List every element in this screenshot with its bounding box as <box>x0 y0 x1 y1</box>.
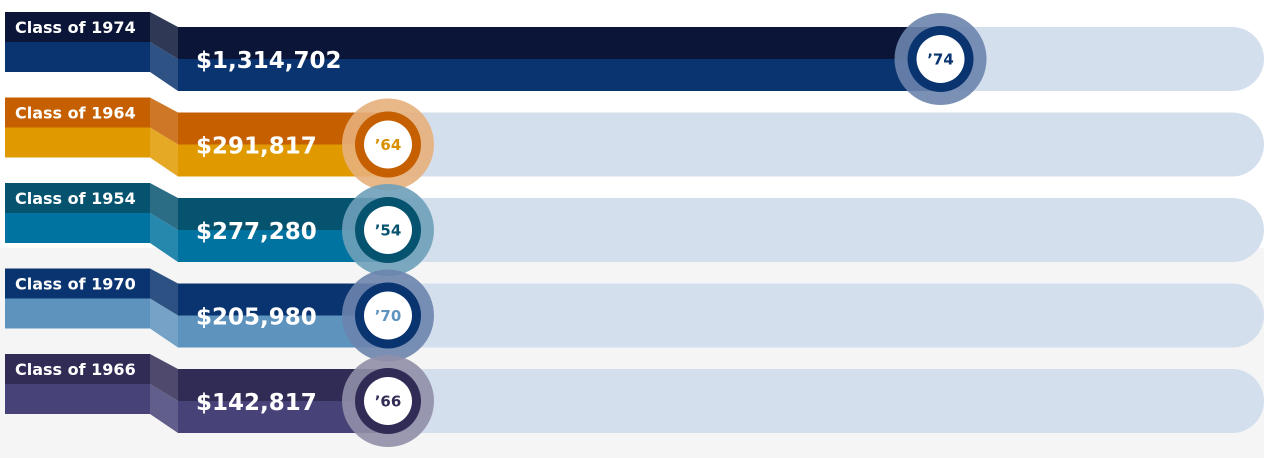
badge-circle <box>364 377 412 425</box>
badge-circle <box>364 291 412 340</box>
row-class-of-1974: Class of 1974 $1,314,702 ’74 <box>5 12 1264 105</box>
tab-top <box>5 97 150 128</box>
row-class-of-1964: Class of 1964 $291,817 ’64 <box>5 97 1264 191</box>
badge-year: ’66 <box>375 393 402 411</box>
bar-track <box>178 369 1264 433</box>
bar-track <box>178 198 1264 262</box>
tab-bottom <box>5 384 150 414</box>
badge-circle <box>364 120 412 169</box>
fold-bottom <box>150 213 178 262</box>
badge-year: ’64 <box>375 136 402 154</box>
value-label: $277,280 <box>196 219 317 245</box>
tab-bottom <box>5 213 150 243</box>
category-label: Class of 1974 <box>15 18 136 37</box>
fold-top <box>150 183 178 230</box>
tab-bottom <box>5 42 150 72</box>
tab-top <box>5 183 150 213</box>
fold-bottom <box>150 42 178 91</box>
badge-circle <box>916 35 965 83</box>
fold-bottom <box>150 384 178 433</box>
value-label: $205,980 <box>196 305 317 331</box>
badge-year: ’74 <box>927 51 954 69</box>
tab-top <box>5 354 150 384</box>
fold-top <box>150 97 178 145</box>
fold-bottom <box>150 127 178 177</box>
category-label: Class of 1954 <box>15 189 136 208</box>
tab-top <box>5 12 150 42</box>
value-label: $142,817 <box>196 390 317 416</box>
row-class-of-1954: Class of 1954 $277,280 ’54 <box>5 183 1264 276</box>
category-label: Class of 1970 <box>15 275 136 294</box>
category-label: Class of 1966 <box>15 360 136 379</box>
fold-top <box>150 354 178 401</box>
tab-bottom <box>5 127 150 158</box>
tab-top <box>5 268 150 299</box>
badge-year: ’54 <box>375 222 402 240</box>
category-label: Class of 1964 <box>15 104 136 123</box>
fold-top <box>150 12 178 59</box>
row-class-of-1970: Class of 1970 $205,980 ’70 <box>5 268 1264 362</box>
tab-bottom <box>5 298 150 329</box>
bar-track <box>178 283 1264 348</box>
value-label: $291,817 <box>196 134 317 160</box>
badge-year: ’70 <box>375 307 402 325</box>
value-label: $1,314,702 <box>196 48 342 74</box>
row-class-of-1966: Class of 1966 $142,817 ’66 <box>5 354 1264 447</box>
fold-top <box>150 268 178 316</box>
bar-track <box>178 112 1264 177</box>
bar-top <box>178 27 941 59</box>
fold-bottom <box>150 298 178 348</box>
bar <box>178 59 941 91</box>
badge-circle <box>364 206 412 254</box>
